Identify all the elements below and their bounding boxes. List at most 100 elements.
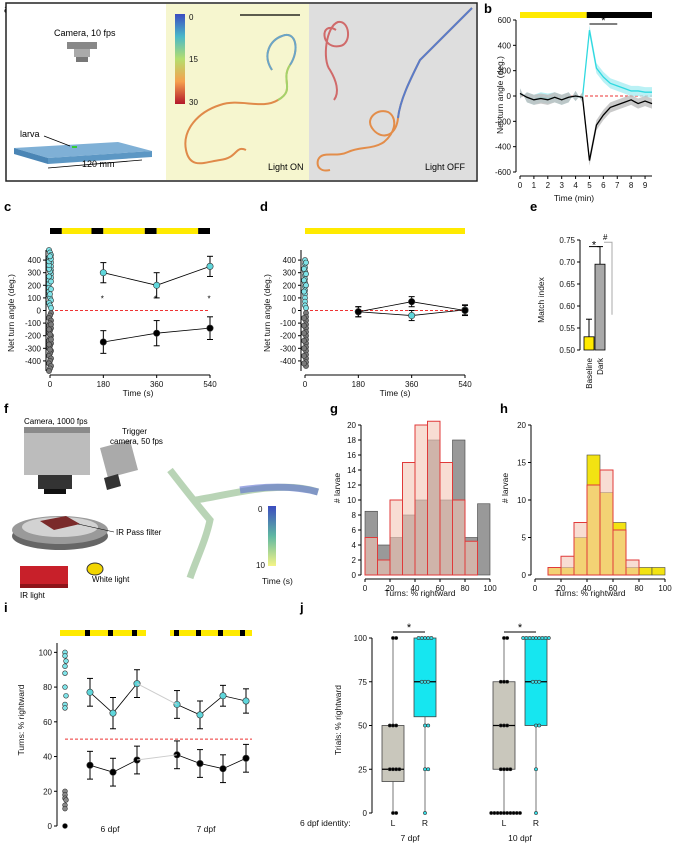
i-scatter-cyan xyxy=(62,670,68,676)
g-y-tick: 10 xyxy=(347,496,356,505)
cbar-f-tick-10: 10 xyxy=(256,561,265,570)
cbar-a-tick-15: 15 xyxy=(189,55,198,64)
g-y-tick: 8 xyxy=(352,511,357,520)
e-y-tick: 0.50 xyxy=(559,346,575,355)
h-y-tick: 5 xyxy=(522,534,527,543)
b-y-tick: 400 xyxy=(498,41,512,50)
i-day-7: 7 dpf xyxy=(197,824,217,834)
g-y-tick: 4 xyxy=(352,541,357,550)
i-dark-mark xyxy=(108,630,113,636)
panel-label-b: b xyxy=(484,1,492,16)
i-light-bar-1 xyxy=(170,630,252,636)
j-point xyxy=(502,679,506,684)
j-point xyxy=(416,636,421,640)
j-point xyxy=(502,723,506,728)
c-y-tick: 300 xyxy=(28,269,42,278)
d-point-cyan xyxy=(408,312,416,320)
d-scatter-black xyxy=(301,337,307,344)
panel-label-d: d xyxy=(260,199,268,214)
j-group-R2: R xyxy=(533,818,539,828)
h-x-tick: 100 xyxy=(658,584,672,593)
larva-label: larva xyxy=(20,129,40,139)
i-day-6: 6 dpf xyxy=(101,824,121,834)
trajectory-light-off-start xyxy=(397,7,473,119)
panel-h-chart: 0 5 10 15 20 0 20 40 60 80 100 xyxy=(517,421,672,593)
i-scatter-cyan xyxy=(63,658,69,664)
h-y-tick: 15 xyxy=(517,459,526,468)
j-box xyxy=(381,725,405,782)
b-y-tick: -400 xyxy=(495,143,512,152)
j-box xyxy=(413,637,437,718)
g-x-tick: 40 xyxy=(411,584,420,593)
d-xlabel: Time (s) xyxy=(380,388,411,398)
c-light-bar-5 xyxy=(156,228,199,234)
panel-label-f: f xyxy=(4,401,9,416)
c-scatter-cyan xyxy=(48,286,54,292)
j-point xyxy=(511,811,516,815)
b-light-bar-1 xyxy=(586,12,652,18)
j-point xyxy=(514,811,519,815)
c-scatter-cyan xyxy=(48,305,54,311)
i-light-bar-0 xyxy=(60,630,146,636)
i-ylabel: Turns: % rightward xyxy=(16,684,26,755)
d-x-tick: 360 xyxy=(405,380,419,389)
h-x-tick: 0 xyxy=(533,584,538,593)
g-y-tick: 18 xyxy=(347,436,356,445)
j-point xyxy=(429,636,434,640)
j-point xyxy=(426,767,431,772)
h-hist-bar-yellow xyxy=(638,567,653,576)
h-y-tick: 10 xyxy=(517,496,526,505)
cbar-f-tick-0: 0 xyxy=(258,505,263,514)
i-point-black xyxy=(219,765,227,773)
j-point xyxy=(394,723,399,728)
c-light-bar-6 xyxy=(198,228,210,234)
j-point xyxy=(498,811,503,815)
b-x-tick: 6 xyxy=(601,181,606,190)
dimension-line xyxy=(47,159,143,169)
j-ylabel: Trials: % rightward xyxy=(333,685,343,755)
d-scatter-black xyxy=(301,360,307,367)
b-y-tick: -200 xyxy=(495,117,512,126)
j-point xyxy=(502,811,506,815)
c-x-tick: 540 xyxy=(203,380,217,389)
h-x-tick: 20 xyxy=(557,584,566,593)
panel-e-chart: Baseline Dark * #0.50 0.55 0.60 0.65 0.70 0.75 xyxy=(559,233,613,389)
b-x-tick: 2 xyxy=(546,181,551,190)
j-point xyxy=(524,636,529,640)
f-white-label: White light xyxy=(92,575,130,584)
i-scatter-black xyxy=(62,805,68,812)
e-ylabel: Match index xyxy=(536,276,546,323)
panel-label-g: g xyxy=(330,401,338,416)
d-scatter-black xyxy=(301,345,307,352)
trajectory-light-off-loops xyxy=(323,20,349,101)
g-hist-bar-red xyxy=(377,559,391,576)
i-series-line-black xyxy=(176,754,247,770)
g-y-tick: 6 xyxy=(352,526,357,535)
d-y-tick: 400 xyxy=(283,256,297,265)
d-scatter-cyan xyxy=(303,305,309,311)
j-point xyxy=(394,811,399,815)
c-scatter-black xyxy=(46,341,52,348)
g-y-tick: 12 xyxy=(347,481,356,490)
i-connector-cyan xyxy=(136,683,178,705)
c-point-cyan xyxy=(153,281,161,289)
f-ir-label: IR light xyxy=(20,591,46,600)
j-group-R1: R xyxy=(422,818,428,828)
j-point xyxy=(527,636,532,640)
i-point-cyan xyxy=(109,709,117,717)
b-ylabel: Net turn angle (deg.) xyxy=(495,56,505,134)
e-y-tick: 0.60 xyxy=(559,302,575,311)
c-scatter-cyan xyxy=(47,291,53,298)
f-camera-label: Camera, 1000 fps xyxy=(24,417,88,426)
i-y-tick: 20 xyxy=(43,787,52,796)
trajectory-light-on-mid xyxy=(277,64,291,101)
j-point xyxy=(540,636,545,640)
c-y-tick: 200 xyxy=(28,281,42,290)
panel-label-i: i xyxy=(4,600,8,615)
h-hist-bar-red xyxy=(560,555,575,576)
h-y-tick: 0 xyxy=(522,571,527,580)
j-point xyxy=(508,767,513,772)
c-scatter-cyan xyxy=(48,278,54,285)
d-y-tick: 0 xyxy=(292,307,297,316)
